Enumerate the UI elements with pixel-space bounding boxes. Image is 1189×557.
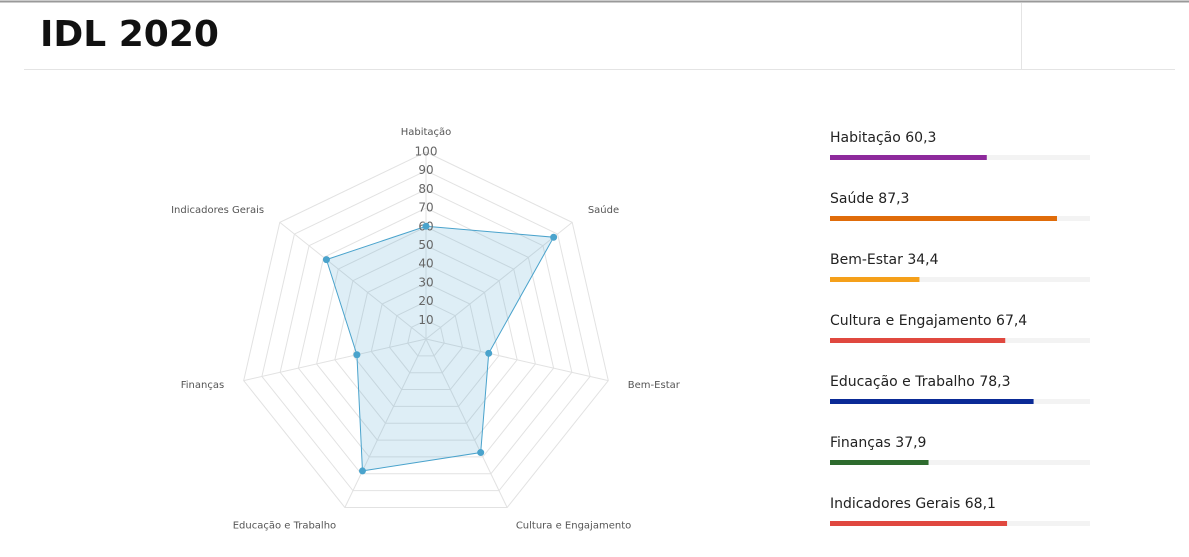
bar-category: Educação e Trabalho <box>830 374 975 390</box>
radar-area <box>325 225 555 472</box>
axis-label: Indicadores Gerais <box>171 205 264 216</box>
radar-point <box>485 349 493 357</box>
axis-spoke <box>425 338 609 382</box>
axis-label: Educação e Trabalho <box>233 521 336 532</box>
bar-category: Finanças <box>830 435 891 451</box>
bar-value-label: 87,3 <box>878 191 909 207</box>
radar-point <box>358 467 366 475</box>
bar-value-label: 60,3 <box>905 130 936 146</box>
bar-value-label: 34,4 <box>907 252 938 268</box>
page-title: IDL 2020 <box>40 14 219 55</box>
bar-value-label: 67,4 <box>996 313 1027 329</box>
bar-category: Saúde <box>830 191 874 207</box>
r-tick-label: 90 <box>418 163 433 177</box>
grid-ring <box>243 151 609 508</box>
axis-label: Habitação <box>401 127 452 138</box>
r-tick-label: 30 <box>418 275 433 289</box>
bar <box>830 277 920 282</box>
bar-label: Habitação 60,3 <box>830 130 936 146</box>
grid-ring <box>352 263 500 407</box>
radar-point <box>477 449 485 457</box>
axis-label: Saúde <box>588 204 619 216</box>
r-tick-label: 10 <box>418 313 433 327</box>
r-tick-label: 80 <box>418 182 433 196</box>
axis-spoke <box>425 222 573 340</box>
r-tick-label: 50 <box>418 238 433 252</box>
grid-ring <box>261 170 591 492</box>
bar-label: Indicadores Gerais 68,1 <box>830 496 996 512</box>
bar <box>830 338 1006 343</box>
radar-point <box>322 256 330 264</box>
bar-value-label: 78,3 <box>979 374 1010 390</box>
grid-ring <box>370 282 482 391</box>
bar <box>830 399 1034 404</box>
bar-category: Habitação <box>830 130 901 146</box>
axis-spoke <box>243 338 427 382</box>
bar-label: Educação e Trabalho 78,3 <box>830 374 1011 390</box>
r-tick-label: 100 <box>415 145 438 159</box>
axis-spoke <box>344 338 427 508</box>
radar-point <box>422 222 430 230</box>
bar-category: Indicadores Gerais <box>830 496 960 512</box>
grid-ring <box>388 301 464 374</box>
bar <box>830 521 1008 526</box>
bar-label: Bem-Estar 34,4 <box>830 252 939 268</box>
bar-track <box>830 277 1090 282</box>
bar <box>830 155 987 160</box>
bar-label: Finanças 37,9 <box>830 435 926 451</box>
r-tick-label: 70 <box>418 201 433 215</box>
bar-label: Saúde 87,3 <box>830 191 909 207</box>
bar-value-label: 37,9 <box>895 435 926 451</box>
grid-ring <box>407 319 445 357</box>
grid-ring <box>279 188 573 475</box>
bar <box>830 216 1057 221</box>
bar-label: Cultura e Engajamento 67,4 <box>830 313 1027 329</box>
bar-category: Bem-Estar <box>830 252 903 268</box>
axis-spoke <box>279 222 427 340</box>
bar-value-label: 68,1 <box>965 496 996 512</box>
radar-point <box>353 351 361 359</box>
axis-label: Finanças <box>181 380 224 391</box>
r-tick-label: 40 <box>418 257 433 271</box>
r-tick-label: 20 <box>418 294 433 308</box>
axis-label: Bem-Estar <box>628 380 681 391</box>
bar-category: Cultura e Engajamento <box>830 313 992 329</box>
axis-label: Cultura e Engajamento <box>516 521 631 532</box>
grid-ring <box>334 244 518 424</box>
radar-point <box>550 233 558 241</box>
axis-spoke <box>425 338 508 508</box>
bar <box>830 460 929 465</box>
bar-track <box>830 460 1090 465</box>
